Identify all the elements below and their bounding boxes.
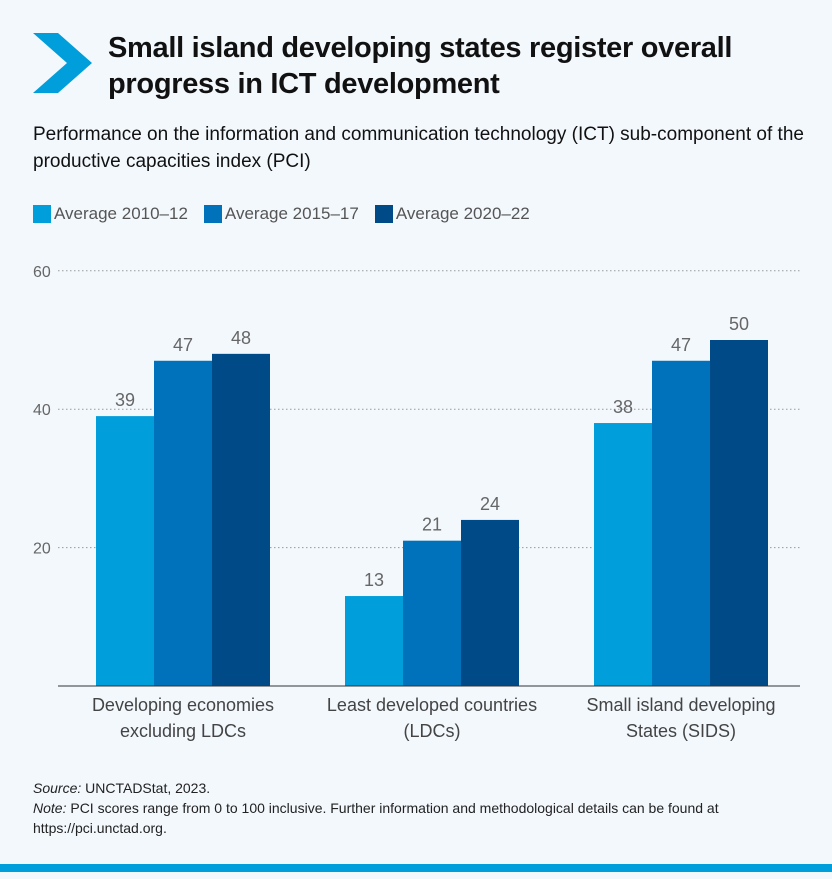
chart-subtitle: Performance on the information and commu… (33, 124, 804, 172)
legend-label: Average 2015–17 (224, 204, 359, 223)
legend-item: Average 2020–22 (374, 204, 530, 224)
legend-swatch (374, 205, 393, 223)
y-tick-label: 60 (33, 264, 51, 281)
y-tick-label: 20 (33, 541, 51, 558)
data-label: 38 (613, 397, 633, 417)
bar (345, 596, 403, 686)
data-label: 24 (480, 494, 500, 514)
data-label: 50 (729, 314, 749, 334)
data-label: 13 (364, 570, 384, 590)
source-label: Source: (33, 780, 82, 796)
footer: Source: UNCTADStat, 2023. Note: PCI scor… (33, 778, 823, 838)
x-tick-label: Least developed countries (327, 695, 537, 715)
legend-label: Average 2020–22 (395, 204, 530, 223)
note-label: Note: (33, 800, 67, 816)
x-tick-label: Developing economies (92, 695, 274, 715)
bar (154, 360, 212, 686)
chart-title: Small island developing states register … (108, 32, 733, 100)
bar (212, 353, 270, 686)
bar (710, 340, 768, 686)
data-label: 21 (422, 515, 442, 535)
x-tick-label: Small island developing (586, 695, 775, 715)
x-tick-label: excluding LDCs (120, 721, 246, 741)
data-label: 47 (671, 335, 691, 355)
source-line: Source: UNCTADStat, 2023. (33, 778, 823, 798)
bar (96, 416, 154, 686)
note-line: Note: PCI scores range from 0 to 100 inc… (33, 798, 823, 838)
legend-label: Average 2010–12 (54, 204, 188, 223)
bottom-accent-bar (0, 864, 832, 872)
x-tick-label: (LDCs) (404, 721, 461, 741)
data-label: 48 (231, 328, 251, 348)
bar (403, 540, 461, 686)
legend: Average 2010–12 Average 2015–17 Average … (33, 204, 530, 224)
bar-chart: 20 40 60 39 13 38 47 21 47 48 24 50 Developing econo… (33, 264, 800, 741)
legend-swatch (33, 205, 51, 223)
legend-swatch (203, 205, 222, 223)
x-tick-label: States (SIDS) (626, 721, 736, 741)
legend-item: Average 2010–12 (33, 204, 188, 224)
data-label: 39 (115, 390, 135, 410)
data-label: 47 (173, 335, 193, 355)
bar (461, 519, 519, 686)
bar (652, 360, 710, 686)
bar (594, 423, 652, 686)
source-text: UNCTADStat, 2023. (81, 780, 211, 796)
legend-item: Average 2015–17 (203, 204, 359, 224)
chevron-right-icon (33, 33, 92, 93)
y-tick-label: 40 (33, 402, 51, 419)
note-text: PCI scores range from 0 to 100 inclusive… (33, 800, 719, 836)
